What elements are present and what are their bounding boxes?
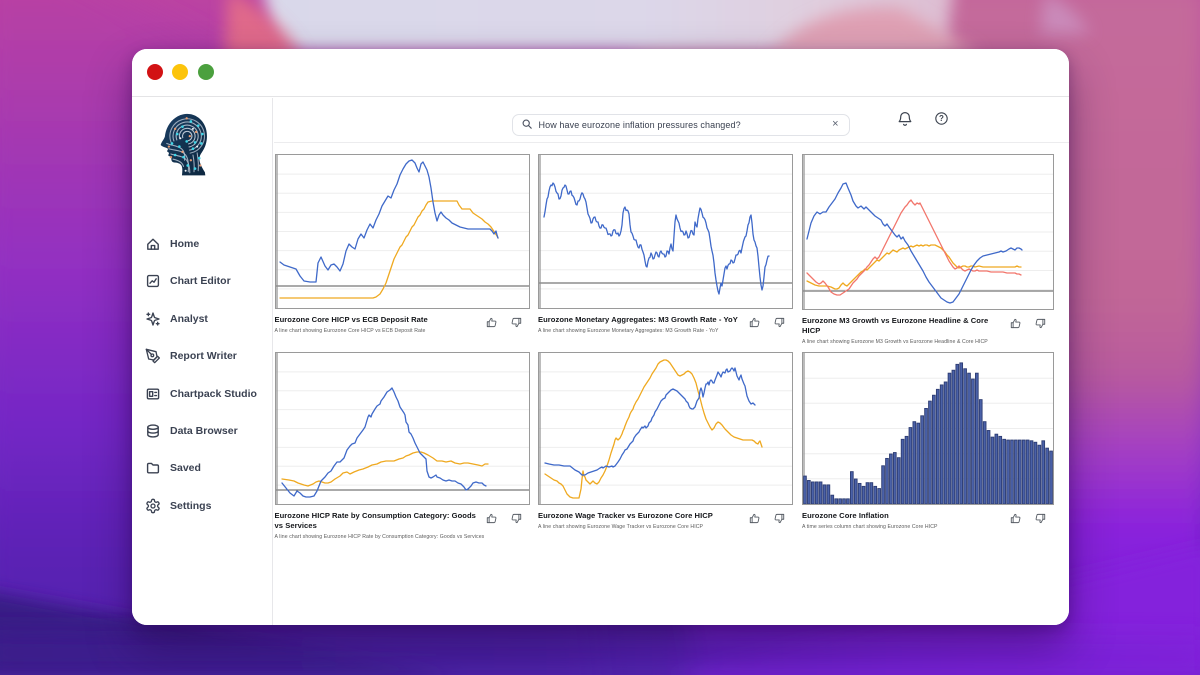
svg-text:?: ? — [939, 114, 944, 123]
